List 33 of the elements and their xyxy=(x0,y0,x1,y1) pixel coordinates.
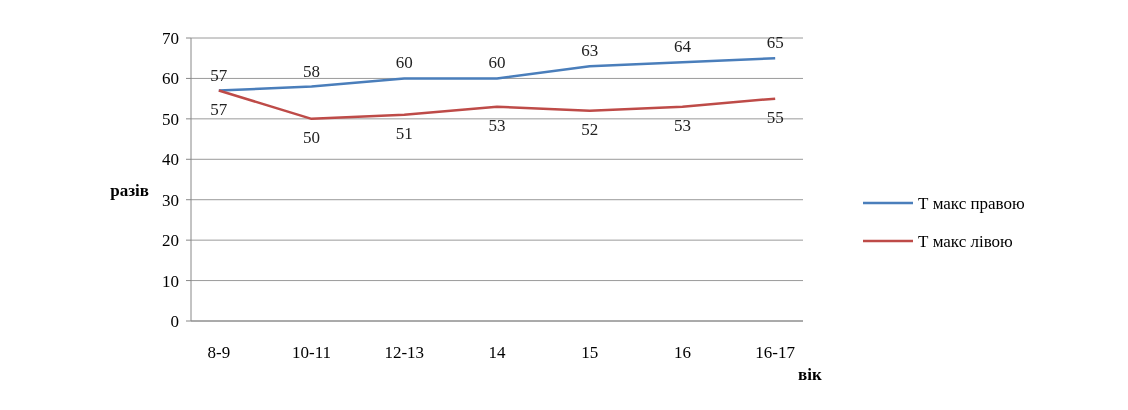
data-label: 52 xyxy=(581,119,599,139)
data-label: 58 xyxy=(303,61,321,81)
x-tick-label: 10-11 xyxy=(292,343,332,362)
x-tick-label: 8-9 xyxy=(207,343,231,362)
legend-label: Т макс лівою xyxy=(918,232,1014,251)
data-label: 55 xyxy=(766,107,784,127)
y-tick-label: 0 xyxy=(170,312,179,331)
data-label: 51 xyxy=(395,123,413,143)
x-tick-label: 16 xyxy=(673,343,691,362)
y-axis-title: разів xyxy=(110,181,149,200)
y-tick-label: 30 xyxy=(162,190,179,210)
x-tick-label: 16-17 xyxy=(755,343,796,362)
data-label: 64 xyxy=(673,37,692,57)
data-label: 60 xyxy=(488,53,506,73)
data-label: 53 xyxy=(673,115,691,135)
x-axis-title: вік xyxy=(798,365,822,384)
data-label: 50 xyxy=(303,127,321,147)
x-tick-label: 14 xyxy=(488,343,506,362)
y-tick-label: 40 xyxy=(162,150,179,170)
data-label: 57 xyxy=(210,99,228,119)
y-tick-label: 70 xyxy=(162,29,179,48)
y-tick-label: 10 xyxy=(162,271,179,291)
x-tick-label: 12-13 xyxy=(384,343,425,362)
legend-label: Т макс правою xyxy=(918,194,1026,213)
x-tick-label: 15 xyxy=(581,343,599,362)
data-label: 57 xyxy=(210,65,228,85)
data-label: 65 xyxy=(766,33,784,53)
y-tick-label: 60 xyxy=(162,69,179,89)
y-tick-label: 20 xyxy=(162,231,179,251)
data-label: 53 xyxy=(488,115,506,135)
y-tick-label: 50 xyxy=(162,109,179,129)
data-label: 60 xyxy=(395,53,413,73)
data-label: 63 xyxy=(581,41,599,61)
